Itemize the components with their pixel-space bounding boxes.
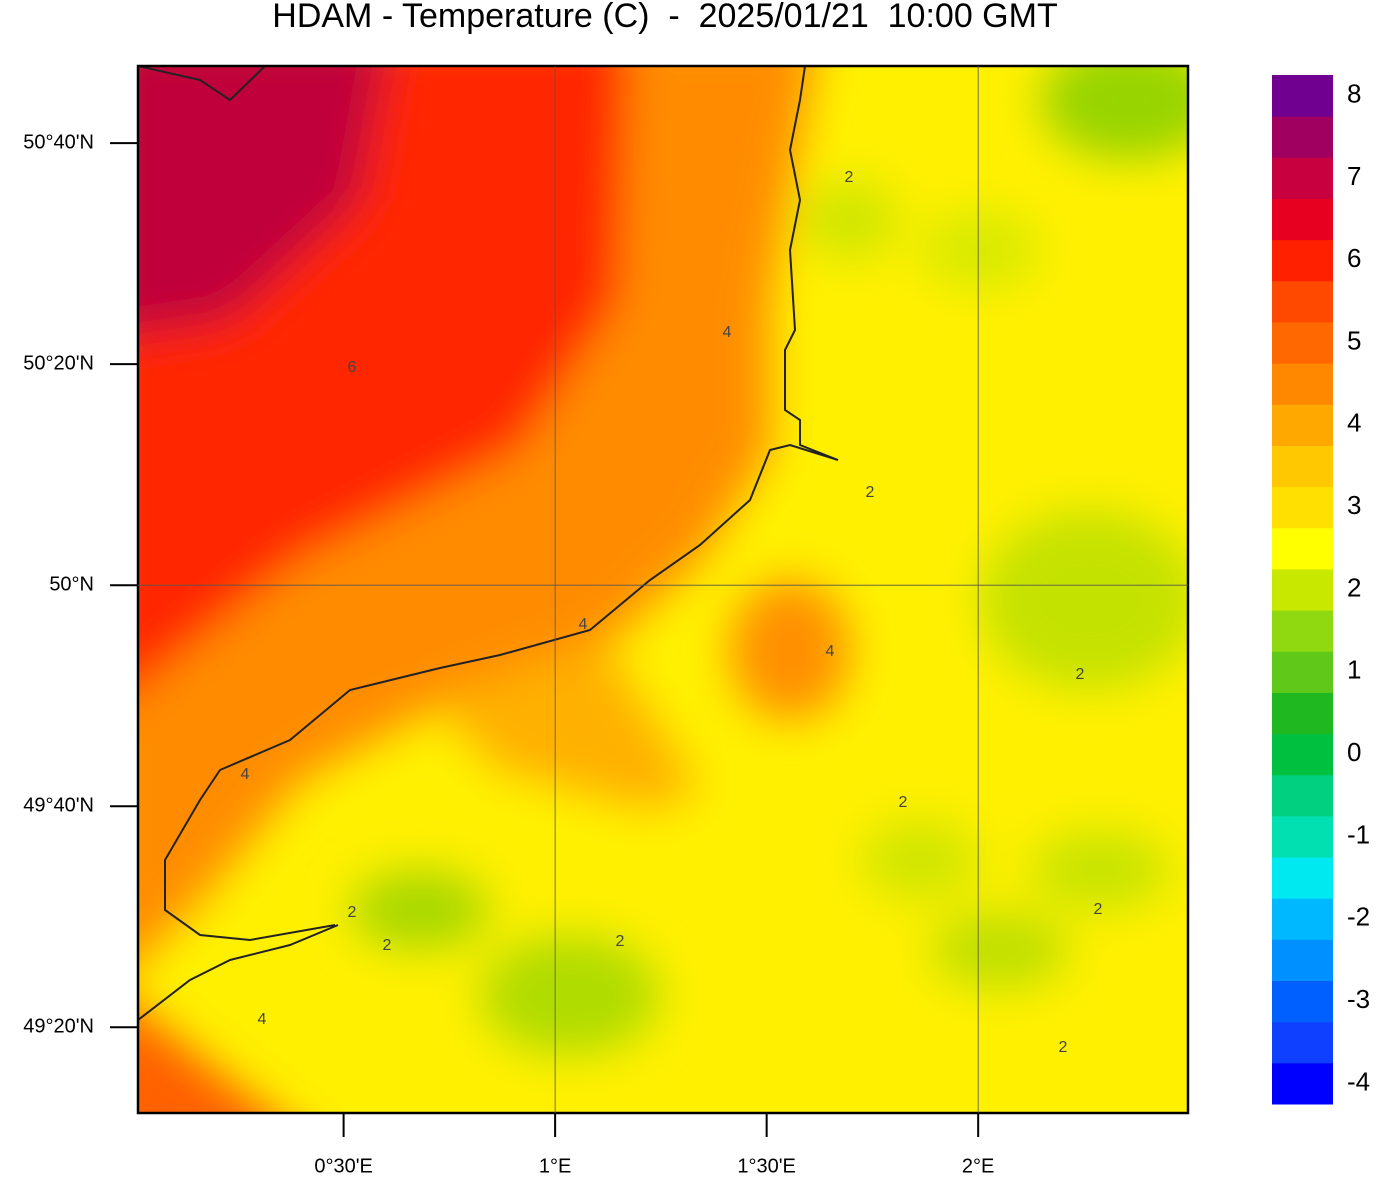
y-tick-label: 50°N (49, 573, 94, 595)
x-tick-label: 1°30'E (737, 1155, 796, 1177)
colorbar-bin (1272, 527, 1333, 570)
colorbar-bin (1272, 1062, 1333, 1105)
colorbar-bin (1272, 445, 1333, 488)
colorbar-bin (1272, 980, 1333, 1023)
colorbar-bin (1272, 1021, 1333, 1064)
colorbar-label: 7 (1347, 161, 1361, 191)
coastline (138, 66, 839, 1021)
colorbar-bin (1272, 157, 1333, 199)
contour-label: 4 (723, 324, 732, 341)
y-tick-label: 49°40'N (23, 794, 94, 816)
colorbar-label: 1 (1347, 655, 1361, 685)
colorbar-bin (1272, 239, 1333, 282)
colorbar-bin (1272, 815, 1333, 858)
y-tick-label: 50°20'N (23, 352, 94, 374)
colorbar-bin (1272, 198, 1333, 241)
colorbar-label: 2 (1347, 572, 1361, 602)
colorbar-label: -3 (1347, 984, 1370, 1014)
contour-label: 2 (1076, 666, 1085, 683)
colorbar-bin (1272, 75, 1333, 117)
contour-label: 2 (383, 937, 392, 954)
contour-label: 2 (866, 484, 875, 501)
colorbar-label: 4 (1347, 408, 1361, 438)
y-tick-label: 49°20'N (23, 1016, 94, 1038)
contour-label: 4 (258, 1011, 267, 1028)
colorbar-label: -4 (1347, 1066, 1370, 1096)
contour-label: 2 (616, 933, 625, 950)
colorbar-bin (1272, 692, 1333, 735)
colorbar-bin (1272, 568, 1333, 611)
colorbar-bin (1272, 280, 1333, 323)
colorbar-bin (1272, 116, 1333, 158)
colorbar-label: -1 (1347, 819, 1370, 849)
colorbar-label: 0 (1347, 737, 1361, 767)
contour-label: 2 (899, 794, 908, 811)
contour-labels: 2 4 6 2 4 4 2 4 2 2 2 2 2 4 2 (241, 169, 1103, 1056)
colorbar-label: 6 (1347, 243, 1361, 273)
temperature-field (138, 66, 1188, 1113)
contour-label: 2 (845, 169, 854, 186)
colorbar-bin (1272, 733, 1333, 776)
colorbar-bin (1272, 939, 1333, 982)
contour-label: 2 (1059, 1039, 1068, 1056)
contour-label: 2 (1094, 901, 1103, 918)
contour-label: 6 (348, 359, 357, 376)
title: HDAM - Temperature (C) - 2025/01/21 10:0… (272, 0, 1057, 35)
y-tick-label: 50°40'N (23, 131, 94, 153)
colorbar-bin (1272, 857, 1333, 899)
colorbar-label: 8 (1347, 78, 1361, 108)
contour-label: 4 (579, 616, 588, 633)
colorbar-bin (1272, 898, 1333, 940)
colorbar-bin (1272, 363, 1333, 405)
x-tick-label: 2°E (962, 1155, 994, 1177)
contour-label: 4 (826, 643, 835, 660)
colorbar-bin (1272, 610, 1333, 652)
colorbar-bin (1272, 321, 1333, 364)
colorbar-bin (1272, 774, 1333, 817)
contour-label: 2 (348, 904, 357, 921)
x-tick-label: 0°30'E (314, 1155, 373, 1177)
contour-label: 4 (241, 766, 250, 783)
x-tick-label: 1°E (539, 1155, 571, 1177)
colorbar-label: 3 (1347, 490, 1361, 520)
colorbar-bin (1272, 486, 1333, 529)
map-frame (136, 64, 1190, 1115)
colorbar-label: -2 (1347, 902, 1370, 932)
colorbar-label: 5 (1347, 325, 1361, 355)
colorbar-bin (1272, 651, 1333, 693)
colorbar-bin (1272, 404, 1333, 446)
